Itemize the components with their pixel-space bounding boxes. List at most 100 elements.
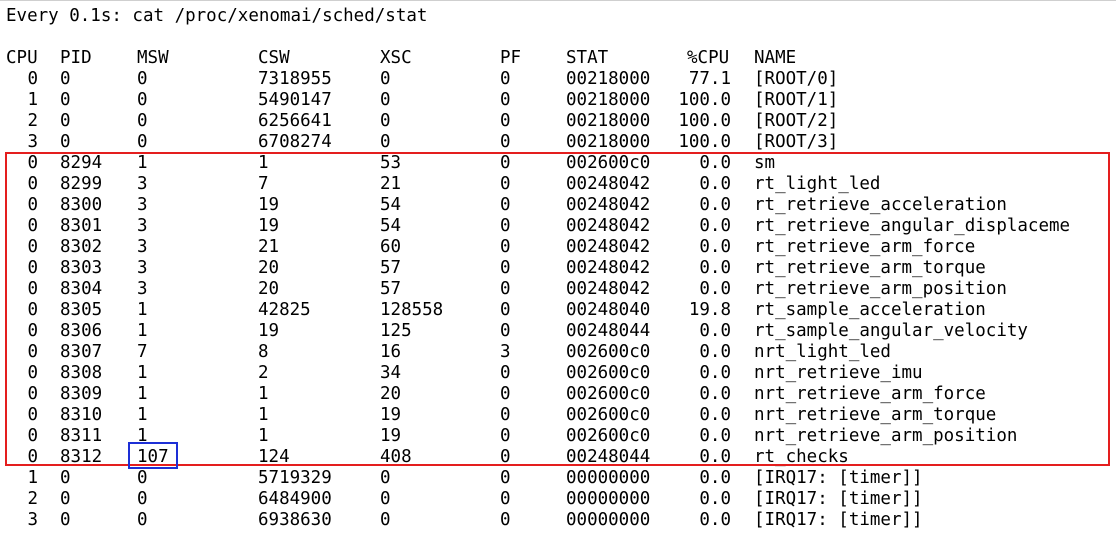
cell-xsc: 16 — [380, 342, 402, 362]
cell-pid: 0 — [60, 90, 71, 110]
watch-command-title: Every 0.1s: cat /proc/xenomai/sched/stat — [6, 6, 428, 26]
header-msw: MSW — [137, 48, 169, 68]
cell-csw: 1 — [258, 384, 269, 404]
cell-name: rt_retrieve_angular_displaceme — [754, 216, 1071, 236]
cell-cpu-pct: 0.0 — [699, 342, 731, 362]
cell-xsc: 57 — [380, 258, 402, 278]
cell-pf: 0 — [500, 300, 511, 320]
cell-name: rt_sample_acceleration — [754, 300, 986, 320]
cell-msw: 0 — [137, 90, 148, 110]
cell-msw: 3 — [137, 279, 148, 299]
cell-pf: 3 — [500, 342, 511, 362]
cell-pid: 0 — [60, 489, 71, 509]
cell-pf: 0 — [500, 447, 511, 467]
cell-pf: 0 — [500, 195, 511, 215]
cell-name: rt_light_led — [754, 174, 881, 194]
cell-stat: 00248042 — [566, 174, 651, 194]
cell-name: sm — [754, 153, 776, 173]
cell-csw: 7318955 — [258, 69, 332, 89]
cell-pf: 0 — [500, 363, 511, 383]
cell-pid: 8294 — [60, 153, 103, 173]
cell-pid: 8302 — [60, 237, 103, 257]
cell-xsc: 19 — [380, 426, 402, 446]
cell-stat: 00248042 — [566, 237, 651, 257]
cell-stat: 00248042 — [566, 216, 651, 236]
cell-cpu-pct: 0.0 — [699, 216, 731, 236]
cell-name: [IRQ17: [timer]] — [754, 468, 923, 488]
cell-msw: 3 — [137, 258, 148, 278]
cell-name: nrt_retrieve_imu — [754, 363, 923, 383]
cell-pid: 8308 — [60, 363, 103, 383]
cell-pf: 0 — [500, 216, 511, 236]
cell-xsc: 0 — [380, 468, 391, 488]
cell-pid: 0 — [60, 69, 71, 89]
cell-cpu: 0 — [27, 69, 38, 89]
cell-xsc: 20 — [380, 384, 402, 404]
cell-csw: 124 — [258, 447, 290, 467]
cell-msw: 3 — [137, 237, 148, 257]
cell-pf: 0 — [500, 384, 511, 404]
cell-pid: 8310 — [60, 405, 103, 425]
cell-name: nrt_retrieve_arm_torque — [754, 405, 997, 425]
cell-cpu-pct: 19.8 — [688, 300, 731, 320]
cell-name: nrt_retrieve_arm_force — [754, 384, 986, 404]
cell-xsc: 60 — [380, 237, 402, 257]
cell-cpu: 0 — [27, 405, 38, 425]
cell-cpu-pct: 0.0 — [699, 153, 731, 173]
cell-pid: 0 — [60, 510, 71, 530]
cell-cpu: 0 — [27, 384, 38, 404]
cell-xsc: 408 — [380, 447, 412, 467]
cell-name: [ROOT/3] — [754, 132, 839, 152]
cell-stat: 00218000 — [566, 111, 651, 131]
cell-csw: 1 — [258, 426, 269, 446]
cell-xsc: 19 — [380, 405, 402, 425]
cell-msw: 0 — [137, 510, 148, 530]
cell-cpu-pct: 0.0 — [699, 510, 731, 530]
cell-csw: 6708274 — [258, 132, 332, 152]
cell-pid: 8300 — [60, 195, 103, 215]
cell-csw: 20 — [258, 258, 280, 278]
cell-cpu: 0 — [27, 216, 38, 236]
cell-stat: 00248042 — [566, 195, 651, 215]
cell-msw: 1 — [137, 426, 148, 446]
cell-stat: 00248040 — [566, 300, 651, 320]
cell-stat: 00000000 — [566, 489, 651, 509]
cell-pid: 0 — [60, 111, 71, 131]
cell-xsc: 0 — [380, 489, 391, 509]
cell-name: rt_retrieve_arm_force — [754, 237, 976, 257]
cell-cpu-pct: 0.0 — [699, 321, 731, 341]
cell-msw: 1 — [137, 405, 148, 425]
cell-cpu-pct: 0.0 — [699, 426, 731, 446]
cell-pf: 0 — [500, 174, 511, 194]
cell-name: [ROOT/0] — [754, 69, 839, 89]
cell-pid: 0 — [60, 132, 71, 152]
cell-cpu: 0 — [27, 321, 38, 341]
cell-csw: 2 — [258, 363, 269, 383]
cell-csw: 6484900 — [258, 489, 332, 509]
cell-cpu-pct: 0.0 — [699, 237, 731, 257]
cell-name: nrt_retrieve_arm_position — [754, 426, 1018, 446]
cell-xsc: 0 — [380, 132, 391, 152]
cell-cpu: 3 — [27, 132, 38, 152]
cell-cpu: 2 — [27, 111, 38, 131]
cell-cpu: 0 — [27, 237, 38, 257]
cell-csw: 20 — [258, 279, 280, 299]
cell-xsc: 0 — [380, 510, 391, 530]
cell-xsc: 54 — [380, 195, 402, 215]
cell-pf: 0 — [500, 111, 511, 131]
cell-pid: 8304 — [60, 279, 103, 299]
cell-pid: 8305 — [60, 300, 103, 320]
cell-cpu-pct: 0.0 — [699, 468, 731, 488]
cell-pf: 0 — [500, 321, 511, 341]
cell-stat: 00248042 — [566, 279, 651, 299]
cell-pf: 0 — [500, 153, 511, 173]
cell-xsc: 21 — [380, 174, 402, 194]
cell-cpu: 0 — [27, 153, 38, 173]
cell-cpu: 0 — [27, 363, 38, 383]
cell-pf: 0 — [500, 132, 511, 152]
cell-msw: 0 — [137, 489, 148, 509]
cell-cpu: 0 — [27, 195, 38, 215]
cell-stat: 002600c0 — [566, 384, 651, 404]
cell-csw: 6256641 — [258, 111, 332, 131]
